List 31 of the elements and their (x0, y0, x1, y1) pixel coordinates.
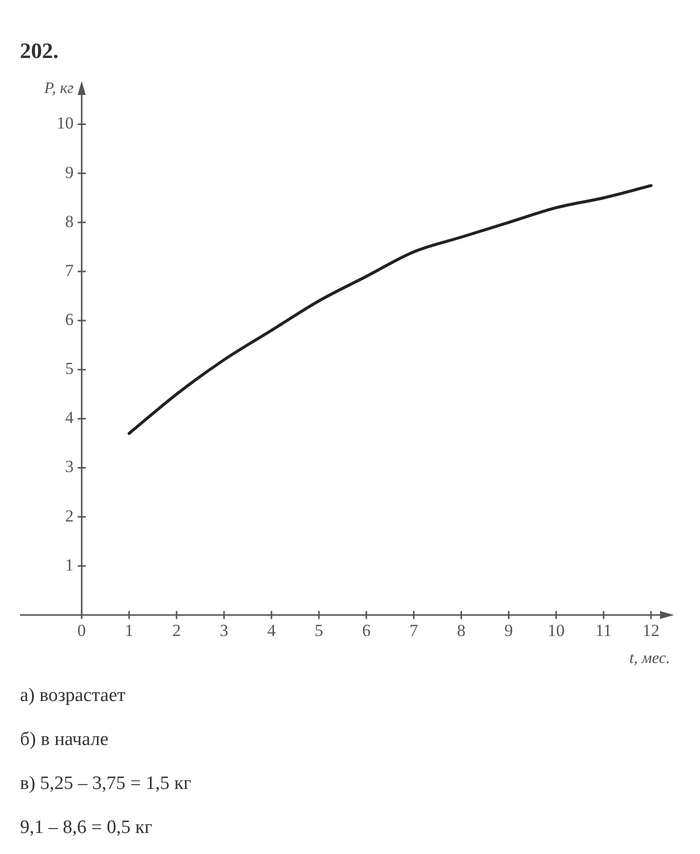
x-tick-label: 5 (314, 620, 324, 640)
y-tick-label: 4 (65, 408, 74, 428)
text: 9,1 – 8,6 = 0,5 кг (20, 817, 154, 839)
x-tick-label: 2 (172, 620, 181, 640)
x-tick-label: 4 (267, 620, 276, 640)
x-tick-label: 3 (220, 620, 228, 640)
chart-title: 202. (20, 38, 58, 64)
x-tick-label: 9 (504, 620, 513, 640)
y-axis-title: P, кг (43, 80, 74, 98)
text: а) возрастает (20, 685, 126, 707)
y-tick-label: 7 (65, 260, 74, 280)
line-series (128, 184, 653, 435)
x-tick-label: 10 (548, 620, 565, 640)
x-tick-label: 1 (124, 620, 134, 640)
y-tick-label: 1 (65, 555, 74, 574)
y-tick-label: 3 (65, 457, 74, 476)
y-tick-label: 2 (65, 506, 74, 526)
y-tick-label: 9 (65, 162, 74, 182)
x-axis-title: t, мес. (629, 650, 670, 668)
text: б) в начале (20, 729, 110, 751)
x-tick-label: 11 (595, 620, 612, 640)
y-tick-label: 8 (65, 212, 74, 231)
x-tick-label: 6 (362, 620, 371, 640)
y-tick-label: 5 (65, 359, 74, 378)
x-tick-label: 12 (642, 620, 660, 640)
y-tick-label: 10 (56, 114, 74, 133)
text: в) 5,25 – 3,75 = 1,5 кг (20, 773, 192, 795)
y-tick-label: 6 (65, 310, 74, 330)
x-tick-label: 0 (77, 620, 86, 640)
x-tick-label: 8 (456, 620, 466, 640)
x-tick-label: 7 (410, 620, 419, 640)
